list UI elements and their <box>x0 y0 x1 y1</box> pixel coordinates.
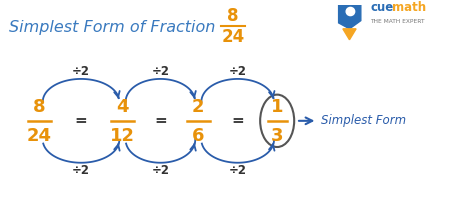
Text: 12: 12 <box>110 127 135 145</box>
Text: ÷2: ÷2 <box>151 164 169 177</box>
Text: =: = <box>75 113 87 128</box>
Circle shape <box>346 7 355 16</box>
Text: 24: 24 <box>27 127 52 145</box>
Polygon shape <box>338 0 361 29</box>
Text: Simplest Form: Simplest Form <box>321 114 406 127</box>
Text: 3: 3 <box>271 127 283 145</box>
Text: THE MATH EXPERT: THE MATH EXPERT <box>370 19 425 24</box>
Text: 8: 8 <box>228 7 239 25</box>
Text: ÷2: ÷2 <box>72 164 90 177</box>
Text: ÷2: ÷2 <box>72 65 90 78</box>
Text: ÷2: ÷2 <box>229 65 246 78</box>
Text: 1: 1 <box>271 98 283 116</box>
Text: 24: 24 <box>221 28 245 46</box>
Text: 2: 2 <box>192 98 204 116</box>
Text: ÷2: ÷2 <box>151 65 169 78</box>
Text: cue: cue <box>370 1 393 14</box>
Text: 4: 4 <box>117 98 129 116</box>
Text: =: = <box>154 113 167 128</box>
Ellipse shape <box>260 95 294 147</box>
Text: 6: 6 <box>192 127 204 145</box>
Text: ÷2: ÷2 <box>229 164 246 177</box>
Text: math: math <box>392 1 426 14</box>
Polygon shape <box>343 29 356 40</box>
Text: 8: 8 <box>33 98 46 116</box>
Text: =: = <box>231 113 244 128</box>
Text: Simplest Form of Fraction: Simplest Form of Fraction <box>9 20 216 35</box>
